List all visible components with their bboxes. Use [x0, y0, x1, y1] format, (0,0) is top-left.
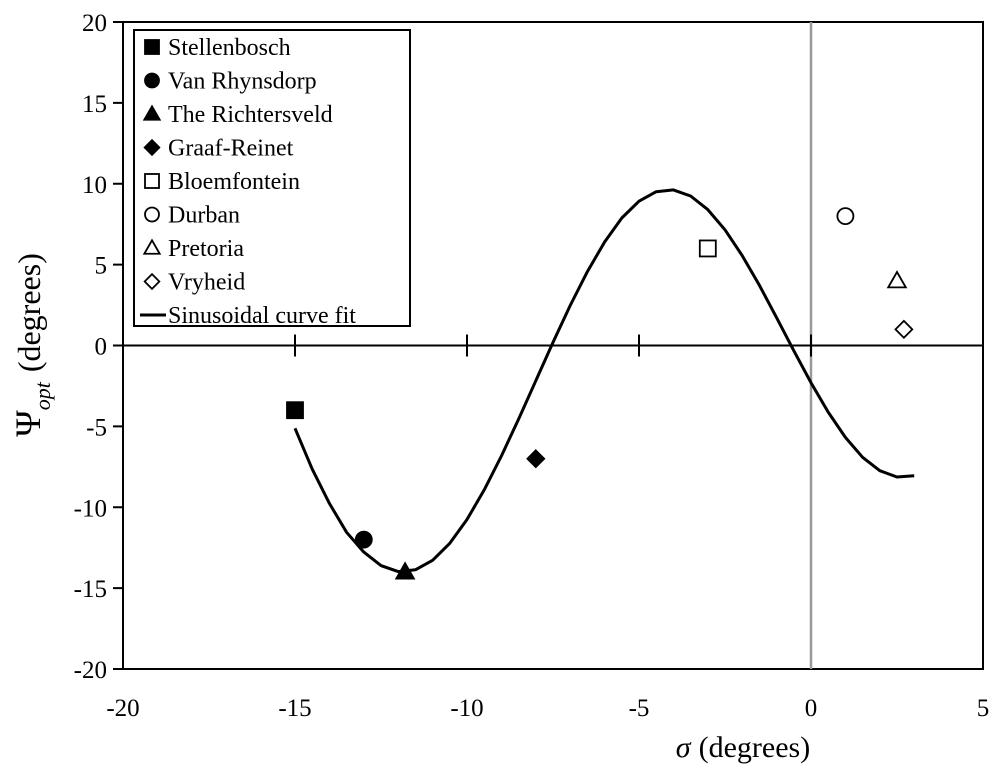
data-point — [836, 207, 855, 226]
legend-marker — [144, 72, 160, 89]
data-point — [526, 449, 546, 469]
y-tick-label: 15 — [82, 91, 107, 118]
x-tick-label: -10 — [450, 695, 483, 722]
y-tick-label: 0 — [95, 334, 108, 361]
x-tick-label: -5 — [629, 695, 650, 722]
y-axis-title: Ψopt (degrees) — [8, 253, 55, 437]
legend-marker — [144, 173, 160, 189]
curve-layer — [293, 188, 915, 574]
legend-label: Van Rhynsdorp — [168, 69, 317, 95]
legend-marker — [142, 238, 162, 255]
x-axis-symbol: σ — [676, 731, 692, 764]
legend-marker — [142, 104, 162, 121]
y-tick-label: -10 — [74, 495, 107, 522]
tick-labels: -20 -15 -10 -5 0 5 -20 -15 -10 -5 0 5 10 15 20 — [74, 10, 990, 722]
legend-label: Graaf-Reinet — [168, 136, 294, 162]
x-axis-unit: (degrees) — [699, 731, 811, 764]
y-tick-label: -5 — [86, 414, 107, 441]
y-tick-label: 5 — [95, 253, 108, 280]
data-point — [886, 270, 908, 289]
x-tick-label: -15 — [278, 695, 311, 722]
legend: Stellenbosch Van Rhynsdorp The Richtersvel… — [133, 29, 411, 329]
points-layer — [286, 207, 914, 580]
y-axis-subscript: opt — [30, 381, 55, 410]
x-tick-label: 0 — [805, 695, 818, 722]
y-tick-label: -15 — [74, 576, 107, 603]
y-axis-unit: (degrees) — [11, 253, 47, 372]
x-tick-label: 5 — [977, 695, 990, 722]
data-point — [698, 239, 717, 258]
x-axis-title: σ (degrees) — [676, 731, 810, 764]
legend-marker — [144, 206, 160, 223]
y-axis-symbol: Ψ — [8, 410, 48, 437]
legend-label: Sinusoidal curve fit — [168, 303, 356, 329]
legend-label: Vryheid — [168, 270, 245, 296]
y-tick-label: 20 — [82, 10, 107, 37]
legend-label: Durban — [168, 203, 240, 229]
fit-curve — [293, 188, 915, 574]
legend-label: The Richtersveld — [168, 102, 333, 128]
legend-label: Pretoria — [168, 236, 244, 262]
data-point — [894, 319, 914, 339]
legend-box — [133, 29, 411, 327]
legend-marker — [144, 39, 160, 55]
data-point — [394, 561, 416, 580]
x-tick-label: -20 — [106, 695, 139, 722]
data-point — [286, 401, 304, 420]
legend-marker — [143, 138, 161, 157]
legend-label: Bloemfontein — [168, 169, 300, 195]
y-tick-label: 10 — [82, 172, 107, 199]
legend-label: Stellenbosch — [168, 35, 291, 61]
legend-items: Stellenbosch Van Rhynsdorp The Richtersvel… — [140, 35, 356, 329]
data-point — [354, 530, 373, 549]
y-tick-label: -20 — [74, 657, 107, 684]
legend-marker — [143, 272, 161, 291]
